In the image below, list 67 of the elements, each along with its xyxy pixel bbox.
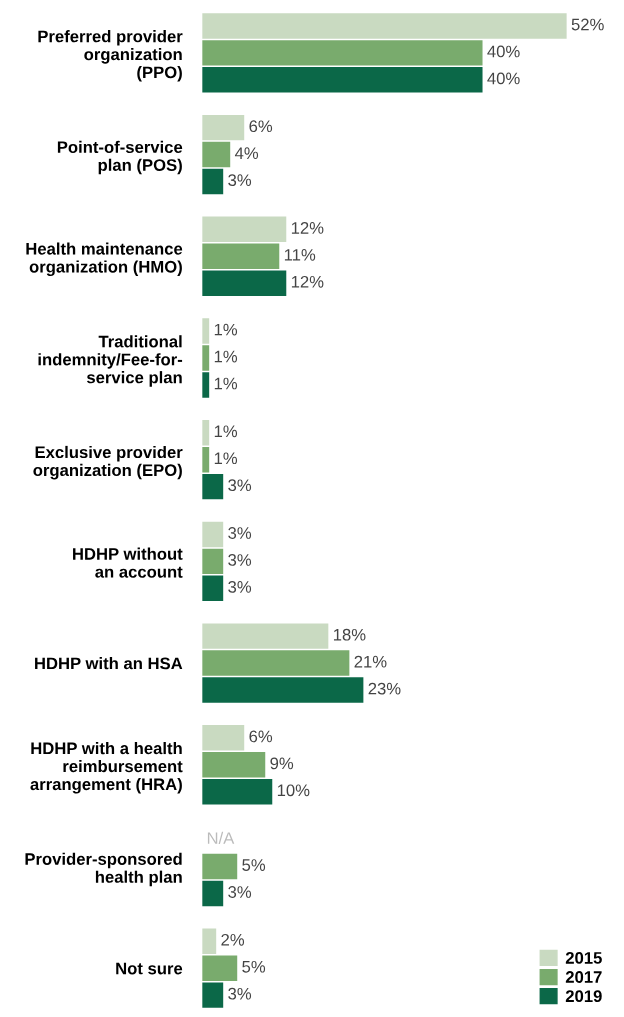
data-label: 52% xyxy=(571,18,604,31)
bar xyxy=(202,880,224,907)
y-tick-label: HDHP with an HSA xyxy=(35,657,183,670)
data-label: 5% xyxy=(242,960,266,973)
y-tick-label: Not sure xyxy=(116,962,183,975)
data-label: 23% xyxy=(368,682,401,695)
data-label: 3% xyxy=(228,479,252,492)
data-label: 12% xyxy=(291,275,324,288)
data-label: 18% xyxy=(333,628,366,641)
data-label: 10% xyxy=(277,784,310,797)
y-tick-label: Exclusive provider organization (EPO) xyxy=(33,445,183,480)
bar xyxy=(202,114,245,141)
bar xyxy=(202,752,266,778)
data-label: 3% xyxy=(228,581,252,593)
data-label: 6% xyxy=(249,730,273,743)
data-label: 6% xyxy=(249,120,273,133)
data-label: 3% xyxy=(228,527,252,539)
legend-label: 2017 xyxy=(565,971,602,983)
text: N/A xyxy=(207,831,235,845)
y-tick-label: Traditional indemnity/Fee-for- service plan xyxy=(38,335,183,387)
y-tick-label: HDHP without an account xyxy=(73,547,183,578)
bar xyxy=(202,40,483,66)
data-label: 11% xyxy=(284,249,316,261)
data-label: 1% xyxy=(214,425,238,438)
legend-label: 2015 xyxy=(565,951,602,964)
bar xyxy=(202,270,287,296)
bar xyxy=(202,928,217,954)
data-label: 1% xyxy=(214,452,238,465)
bar xyxy=(202,67,483,93)
bar xyxy=(202,982,224,1008)
data-label: 3% xyxy=(228,987,252,1000)
bar xyxy=(202,216,287,243)
y-tick-label: Health maintenance organization (HMO) xyxy=(26,242,183,277)
data-label: 1% xyxy=(214,377,238,390)
data-label: 5% xyxy=(242,859,266,871)
bar xyxy=(202,548,224,575)
bar xyxy=(202,853,238,880)
y-tick-label: Preferred provider organization (PPO) xyxy=(38,30,183,82)
data-label: 4% xyxy=(234,147,259,159)
data-label: 21% xyxy=(354,655,387,668)
bar xyxy=(202,243,280,269)
data-label: 3% xyxy=(228,886,252,898)
data-label: 3% xyxy=(228,174,252,187)
bar xyxy=(202,779,273,805)
data-label: 1% xyxy=(214,350,238,363)
bar xyxy=(202,473,224,500)
y-tick-label: Point-of-service plan (POS) xyxy=(57,140,183,175)
bar xyxy=(202,725,245,751)
data-label: 2% xyxy=(221,933,245,946)
y-tick-label: HDHP with a health reimbursement arrangement (HRA) xyxy=(30,742,183,794)
bar xyxy=(202,623,329,649)
data-label: 12% xyxy=(291,222,324,234)
data-label: 1% xyxy=(214,323,238,336)
bar xyxy=(202,13,567,39)
bar xyxy=(202,168,224,195)
data-label: 40% xyxy=(487,72,520,85)
data-label: 3% xyxy=(228,554,252,566)
data-label: 40% xyxy=(487,45,520,58)
legend-label: 2019 xyxy=(565,990,602,1003)
data-label: 9% xyxy=(270,757,294,770)
bar xyxy=(202,650,350,676)
bar xyxy=(202,955,238,981)
bar xyxy=(202,521,224,548)
bar xyxy=(202,141,231,168)
bar xyxy=(202,575,224,602)
y-tick-label: Provider-sponsored health plan xyxy=(25,852,182,887)
bar xyxy=(202,677,364,703)
